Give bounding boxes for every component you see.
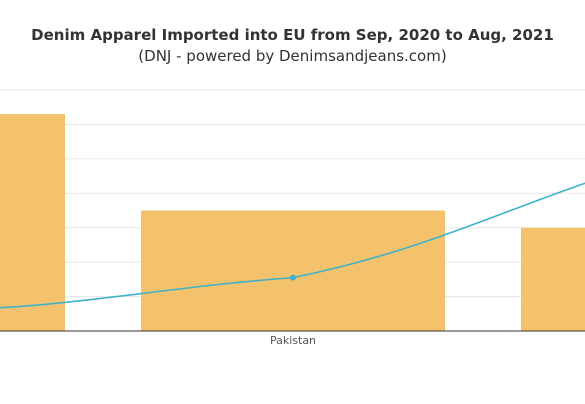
bar (141, 210, 445, 331)
bar (0, 114, 65, 331)
chart-subtitle: (DNJ - powered by Denimsandjeans.com) (138, 47, 447, 65)
bar (521, 227, 585, 331)
line-point (290, 274, 296, 281)
chart-title: Denim Apparel Imported into EU from Sep,… (31, 26, 554, 44)
x-tick-label: Pakistan (270, 334, 316, 347)
